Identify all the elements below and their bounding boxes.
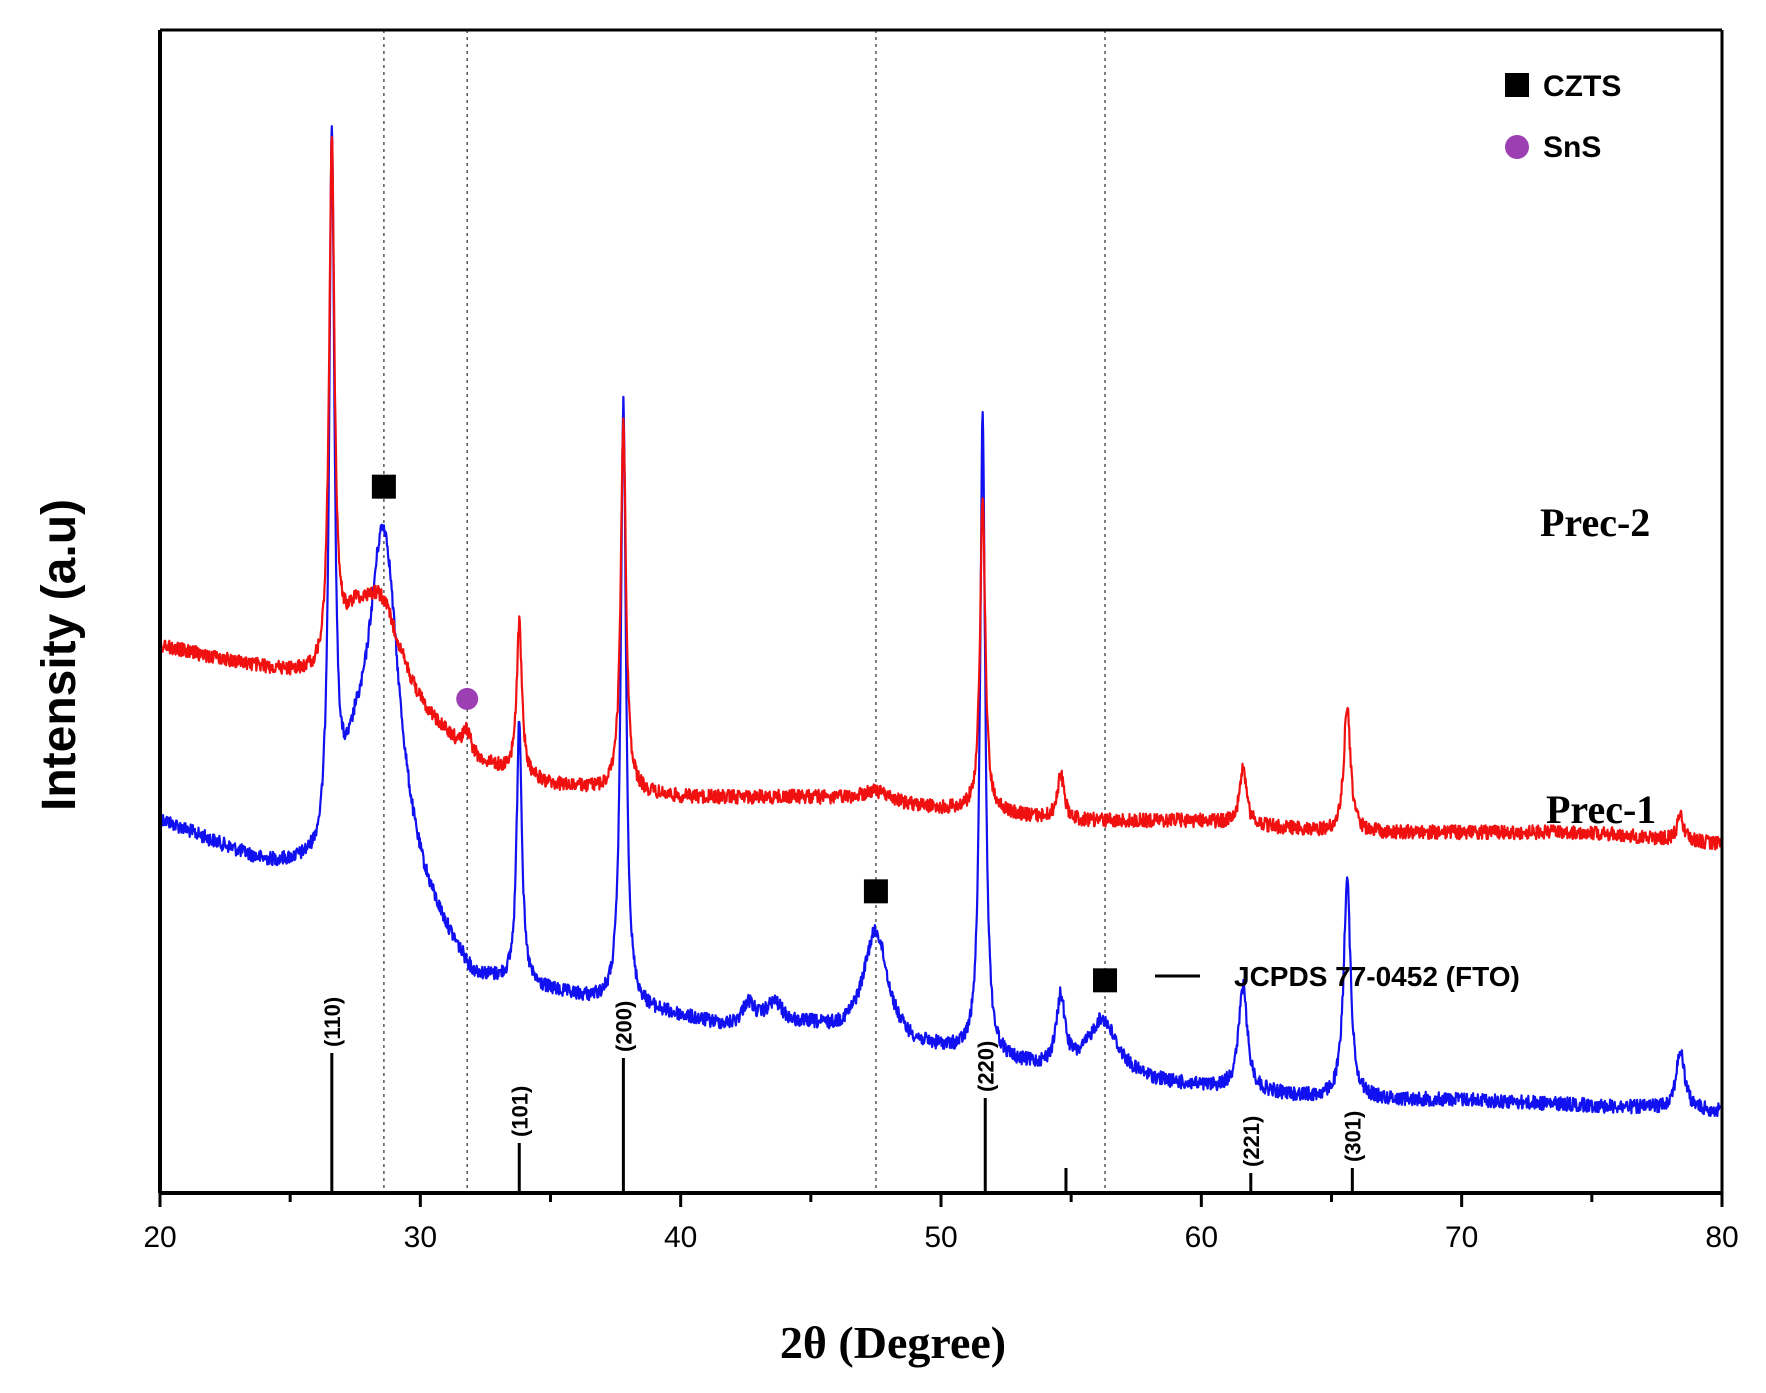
reference-legend-label: JCPDS 77-0452 (FTO): [1234, 961, 1520, 992]
czts-marker-2: [1093, 968, 1118, 993]
czts-marker-1: [863, 879, 888, 904]
x-tick-label-60: 60: [1185, 1221, 1218, 1254]
hkl-label-3: (220): [973, 1041, 998, 1092]
series-line-prec-2: [158, 125, 1723, 1118]
series-label-prec-1: Prec-1: [1546, 787, 1656, 832]
y-axis-title: Intensity (a.u): [33, 499, 86, 811]
hkl-label-5: (221): [1239, 1116, 1264, 1167]
x-tick-label-50: 50: [924, 1221, 957, 1254]
legend-sns-circle-icon: [1505, 135, 1529, 159]
legend-sns-label: SnS: [1543, 131, 1601, 164]
legend-czts-label: CZTS: [1543, 70, 1621, 103]
x-tick-label-30: 30: [404, 1221, 437, 1254]
x-tick-label-40: 40: [664, 1221, 697, 1254]
x-tick-label-70: 70: [1445, 1221, 1478, 1254]
x-axis-title: 2θ (Degree): [780, 1317, 1006, 1368]
sns-marker-3: [456, 687, 479, 710]
hkl-label-1: (101): [507, 1086, 532, 1137]
x-tick-label-80: 80: [1705, 1221, 1738, 1254]
legend: CZTS SnS: [1505, 70, 1621, 164]
data-series: [158, 125, 1723, 1118]
legend-czts-square-icon: [1505, 73, 1529, 97]
czts-marker-0: [371, 474, 396, 499]
hkl-label-6: (301): [1340, 1111, 1365, 1162]
hkl-label-2: (200): [611, 1001, 636, 1052]
series-line-prec-1: [158, 136, 1723, 851]
x-tick-label-20: 20: [143, 1221, 176, 1254]
reference-pattern: (110) (101) (200) (220) (221) (301): [320, 997, 1365, 1193]
phase-markers: [371, 474, 1118, 993]
hkl-label-0: (110): [320, 997, 345, 1047]
series-label-prec-2: Prec-2: [1540, 500, 1650, 545]
x-axis-ticks: 20 30 40 50 60 70 80: [143, 1193, 1739, 1254]
reference-legend: JCPDS 77-0452 (FTO): [1155, 961, 1520, 992]
dashed-guide-lines: [383, 30, 1106, 1193]
